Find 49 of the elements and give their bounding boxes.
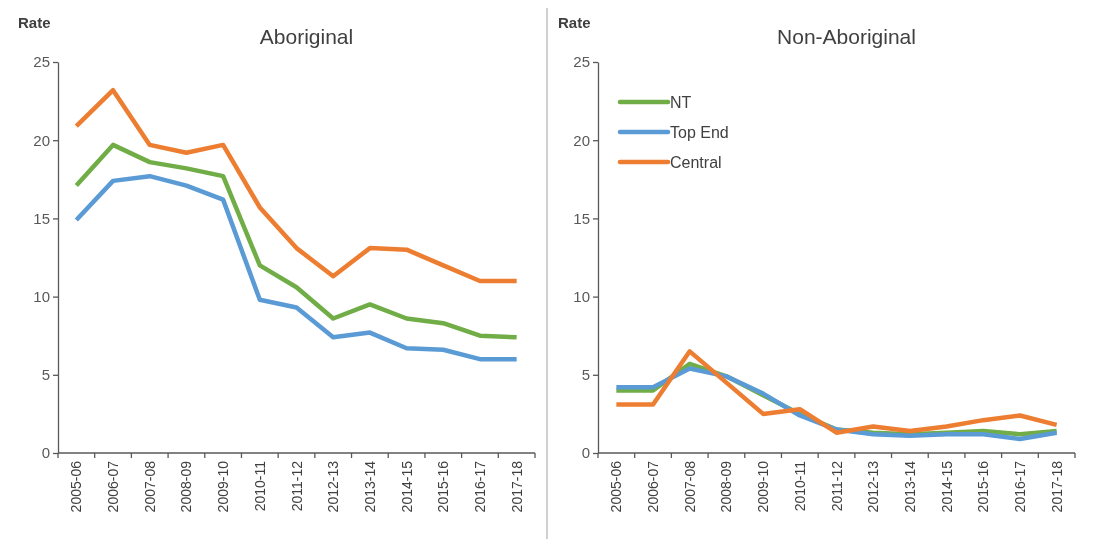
y-tick-label: 15 [573, 209, 590, 227]
y-tick-label: 0 [581, 444, 590, 462]
line-series [614, 349, 1059, 435]
y-tick-label: 15 [33, 209, 50, 227]
y-axis-title: Rate [18, 14, 51, 31]
y-tick-label: 10 [573, 287, 590, 305]
x-tick-label: 2013-14 [361, 460, 378, 513]
x-tick-label: 2008-09 [718, 460, 735, 513]
y-tick-label: 5 [41, 366, 50, 384]
legend-label: Central [670, 154, 722, 171]
x-tick-label: 2009-10 [215, 460, 232, 513]
legend-label: NT [670, 94, 692, 111]
line-series [74, 173, 519, 362]
y-tick-label: 0 [41, 444, 50, 462]
x-tick-label: 2016-17 [1011, 460, 1028, 513]
x-tick-label: 2014-15 [938, 460, 955, 513]
x-tick-label: 2009-10 [755, 460, 772, 513]
x-tick-label: 2005-06 [68, 460, 85, 513]
x-tick-label: 2008-09 [178, 460, 195, 513]
x-tick-label: 2015-16 [435, 460, 452, 513]
y-tick-label: 5 [581, 366, 590, 384]
x-tick-label: 2017-18 [508, 460, 525, 513]
x-tick-label: 2015-16 [975, 460, 992, 513]
line-series [74, 87, 519, 284]
x-tick-label: 2005-06 [608, 460, 625, 513]
y-tick-label: 25 [573, 53, 590, 71]
y-tick-label: 10 [33, 287, 50, 305]
x-tick-label: 2012-13 [865, 460, 882, 513]
y-tick-label: 20 [33, 131, 50, 149]
y-tick-label: 25 [33, 53, 50, 71]
x-tick-label: 2014-15 [398, 460, 415, 513]
x-tick-label: 2006-07 [105, 460, 122, 513]
chart-title: Non-Aboriginal [777, 25, 916, 48]
x-tick-label: 2007-08 [681, 460, 698, 513]
y-axis-title: Rate [558, 14, 591, 31]
legend-label: Top End [670, 124, 729, 141]
line-series [74, 142, 519, 340]
x-tick-label: 2007-08 [141, 460, 158, 513]
y-tick-label: 20 [573, 131, 590, 149]
x-tick-label: 2016-17 [471, 460, 488, 513]
x-tick-label: 2010-11 [791, 460, 808, 512]
x-tick-label: 2011-12 [828, 460, 845, 512]
x-tick-label: 2013-14 [901, 460, 918, 513]
x-tick-label: 2006-07 [645, 460, 662, 513]
x-tick-label: 2012-13 [325, 460, 342, 513]
x-tick-label: 2010-11 [251, 460, 268, 512]
x-tick-label: 2011-12 [288, 460, 305, 512]
chart-title: Aboriginal [259, 25, 354, 48]
x-tick-label: 2017-18 [1048, 460, 1065, 513]
